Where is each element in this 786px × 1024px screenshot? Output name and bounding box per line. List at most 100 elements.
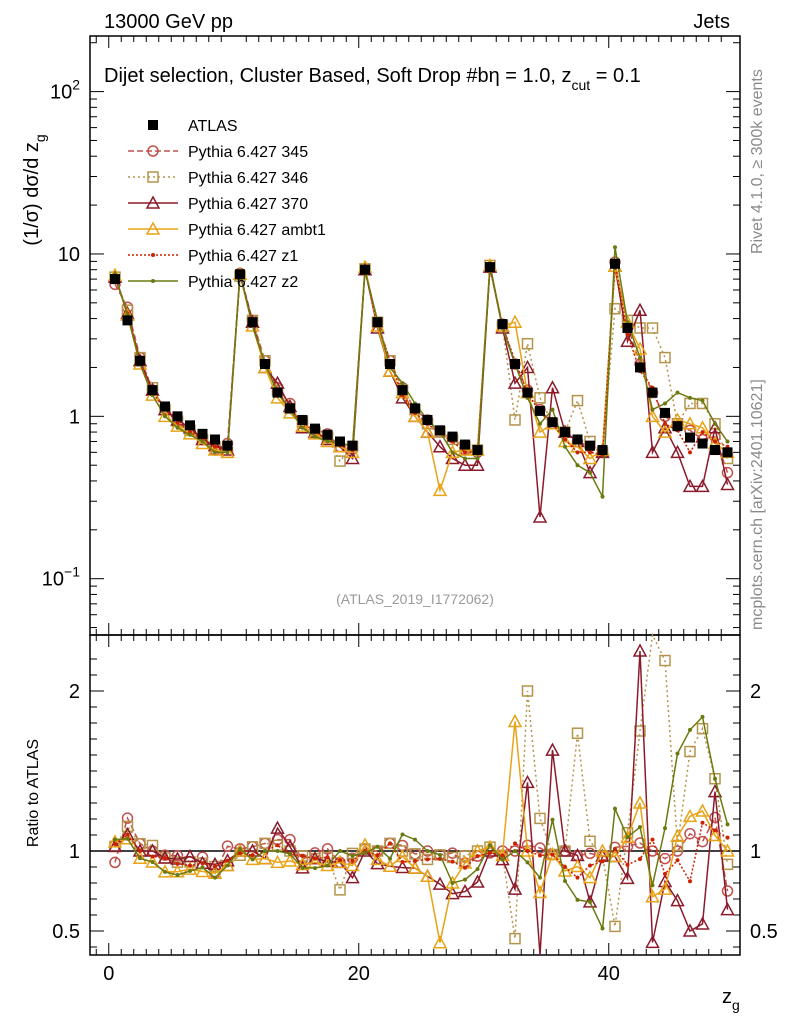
atlas-data-point [697, 438, 708, 449]
atlas-data-point [310, 423, 320, 434]
series-2-main-point [370, 320, 385, 334]
series-5-main-point [163, 414, 167, 419]
series-4-ratio-point [313, 856, 317, 861]
series-0-ratio-point [109, 856, 121, 869]
series-1-ratio-point [521, 685, 534, 697]
atlas-data-point [497, 319, 508, 330]
series-3-main-point [157, 408, 173, 423]
series-3-ratio-point [132, 850, 148, 865]
series-3-ratio-point [582, 870, 598, 884]
series-5-main-point [450, 450, 455, 455]
legend-label: Pythia 6.427 346 [188, 170, 308, 187]
atlas-data-point [660, 407, 670, 418]
series-4-ratio-point [425, 857, 430, 862]
series-0-ratio-point [684, 827, 696, 840]
series-1-ratio-point [259, 837, 271, 850]
atlas-data-point [722, 447, 733, 458]
series-4-main-point [563, 437, 567, 442]
series-2-ratio-point [682, 923, 698, 937]
atlas-data-point [322, 429, 333, 440]
legend-marker [151, 253, 155, 257]
series-2-main-point [457, 457, 473, 471]
series-0-ratio-point [646, 845, 659, 857]
atlas-data-point [422, 414, 433, 425]
atlas-data-point [522, 387, 533, 398]
series-3-ratio-point [370, 851, 385, 866]
series-4-ratio-point [500, 853, 505, 858]
series-0-ratio-point [621, 840, 634, 853]
legend-label: Pythia 6.427 z1 [188, 248, 298, 265]
series-5-ratio-point [388, 856, 392, 861]
series-3-main-point [195, 435, 210, 450]
series-3-ratio-point [257, 851, 273, 865]
legend-label: Pythia 6.427 370 [188, 196, 308, 213]
series-5-ratio-point [400, 832, 405, 837]
atlas-data-point [185, 420, 195, 431]
series-4-ratio-point [238, 851, 242, 856]
series-5-main-point [475, 456, 480, 461]
y-main-tick-label: 10−1 [42, 564, 80, 591]
series-4-ratio-point [588, 863, 592, 868]
series-2-main-line [114, 266, 729, 518]
series-5-main-point [300, 425, 305, 430]
atlas-data-point [710, 445, 720, 456]
series-2-ratio-point [557, 843, 573, 857]
series-4-ratio-point [463, 865, 467, 870]
series-1-ratio-point [684, 745, 696, 758]
series-2-ratio-point [207, 856, 223, 871]
series-0-ratio-point [709, 811, 721, 824]
atlas-data-point [385, 359, 395, 370]
atlas-data-point [447, 431, 458, 442]
series-2-main-point [620, 333, 635, 348]
atlas-data-point [135, 355, 145, 366]
series-4-main-line [114, 262, 728, 456]
series-4-ratio-point [225, 858, 230, 863]
series-5-ratio-point [375, 844, 380, 849]
series-2-main-point [682, 478, 698, 493]
atlas-data-point [435, 425, 445, 436]
chart-title: Dijet selection, Cluster Based, Soft Dro… [104, 65, 641, 93]
atlas-data-point [235, 269, 245, 280]
atlas-data-point [460, 439, 470, 450]
series-5-main-point [225, 450, 230, 455]
series-5-ratio-point [413, 837, 417, 842]
chart-title-tail: = 0.1 [590, 65, 641, 87]
series-4-ratio-point [538, 853, 542, 858]
series-5-ratio-point [263, 849, 267, 853]
series-4-ratio-point [150, 854, 155, 859]
series-5-ratio-point [663, 826, 667, 831]
chart-title-subscript: cut [571, 77, 590, 93]
series-5-ratio-point [575, 897, 580, 902]
atlas-data-point [172, 411, 183, 422]
series-1-ratio-point [671, 839, 684, 852]
series-3-main-point [407, 408, 423, 423]
series-4-ratio-point [513, 841, 517, 846]
atlas-data-point [672, 421, 683, 432]
series-3-main-point [295, 418, 310, 432]
series-4-ratio-point [525, 849, 530, 853]
legend-label: Pythia 6.427 ambt1 [188, 222, 326, 239]
series-4-ratio-point [613, 847, 617, 852]
series-5-main-point [563, 444, 567, 449]
series-5-ratio-point [113, 837, 117, 842]
series-2-ratio-point [470, 874, 485, 888]
series-3-ratio-point [245, 851, 260, 866]
series-3-ratio-point [632, 795, 648, 809]
series-5-main-point [725, 439, 730, 444]
series-3-ratio-point [670, 828, 685, 843]
x-tick-label: 20 [348, 963, 370, 985]
series-5-main-point [400, 381, 405, 386]
series-2-ratio-point [507, 881, 523, 895]
series-4-ratio-point [625, 862, 630, 867]
series-5-main-point [713, 421, 717, 426]
series-4-ratio-point [250, 853, 255, 858]
atlas-data-point [272, 387, 283, 398]
main-series-layer [107, 245, 735, 523]
series-4-ratio-point [688, 879, 692, 884]
series-2-ratio-point [720, 902, 735, 916]
process-label: Jets [693, 11, 730, 33]
y-main-tick-label-base: 10 [58, 244, 80, 266]
y-ratio-tick-label: 1 [69, 841, 80, 863]
series-3-ratio-point [520, 843, 535, 857]
series-4-ratio-point [163, 855, 167, 860]
